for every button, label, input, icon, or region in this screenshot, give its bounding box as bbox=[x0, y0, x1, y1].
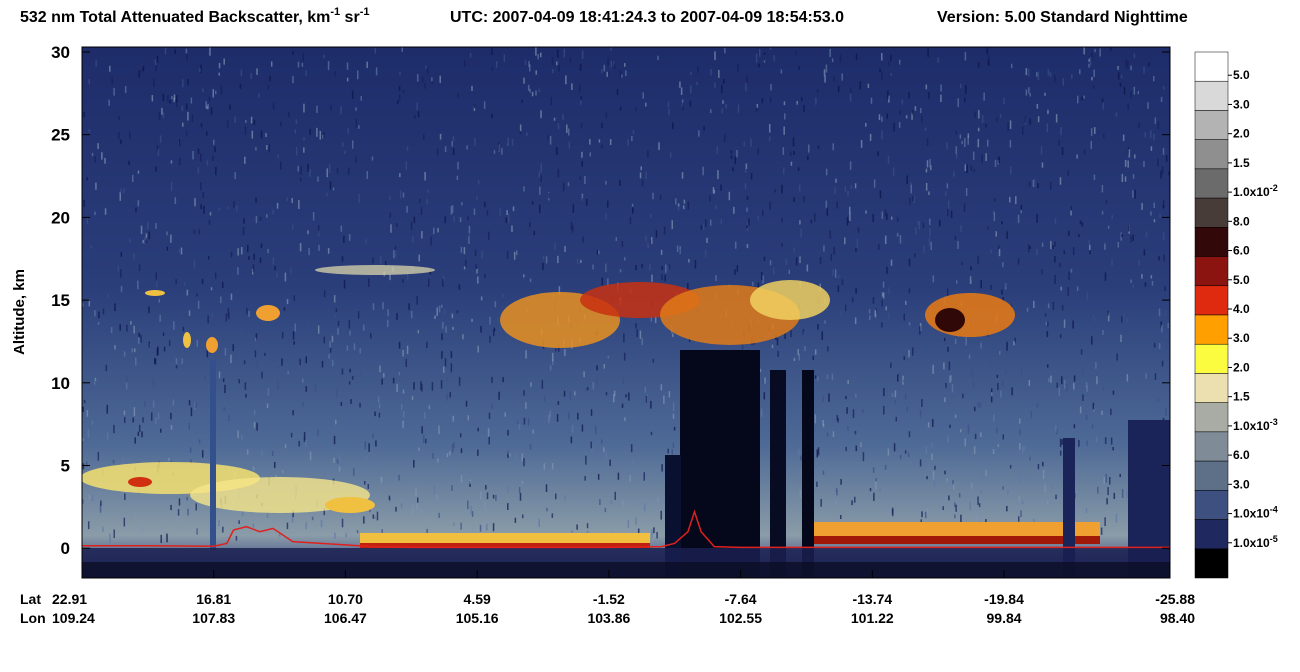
colorbar-label: 1.5 bbox=[1233, 390, 1250, 404]
colorbar-label-text: 1.5 bbox=[1233, 390, 1250, 404]
axes: 0 5 10 15 20 25 30 22.91 109.24 16.81 107.83 10.70 1… bbox=[51, 43, 1195, 626]
colorbar-swatch bbox=[1194, 80, 1229, 111]
colorbar-label: 6.0 bbox=[1233, 244, 1250, 258]
colorbar-swatch bbox=[1194, 343, 1229, 374]
lon-label: 99.84 bbox=[987, 610, 1022, 626]
lon-label: 102.55 bbox=[719, 610, 762, 626]
colorbar-swatch bbox=[1194, 197, 1229, 228]
lon-row-label: Lon bbox=[20, 610, 46, 626]
y-tick-label: 5 bbox=[61, 457, 70, 476]
colorbar-label: 5.0 bbox=[1233, 68, 1250, 82]
lat-label: 22.91 bbox=[52, 591, 87, 607]
colorbar-label-text: 4.0 bbox=[1233, 302, 1250, 316]
lat-row-label: Lat bbox=[20, 591, 41, 607]
colorbar-label-text: 1.0x10 bbox=[1233, 419, 1270, 433]
lon-label: 105.16 bbox=[456, 610, 499, 626]
colorbar-label: 1.0x10-2 bbox=[1233, 183, 1278, 199]
colorbar-label: 1.0x10-3 bbox=[1233, 417, 1278, 433]
clouds bbox=[82, 265, 1170, 578]
colorbar-label: 8.0 bbox=[1233, 214, 1250, 228]
colorbar-label-text: 1.0x10 bbox=[1233, 507, 1270, 521]
lon-label: 109.24 bbox=[52, 610, 95, 626]
colorbar-label-exponent: -3 bbox=[1270, 417, 1278, 427]
colorbar-swatch bbox=[1194, 139, 1229, 170]
lat-label: -7.64 bbox=[725, 591, 757, 607]
y-tick-label: 10 bbox=[51, 374, 70, 393]
colorbar-label: 4.0 bbox=[1233, 302, 1250, 316]
colorbar-swatch bbox=[1194, 256, 1229, 287]
version: Version: 5.00 Standard Nighttime bbox=[937, 9, 1188, 26]
colorbar-label: 3.0 bbox=[1233, 331, 1250, 345]
colorbar-swatch bbox=[1194, 110, 1229, 140]
colorbar-label-text: 5.0 bbox=[1233, 68, 1250, 82]
colorbar-label-text: 5.0 bbox=[1233, 273, 1250, 287]
lon-label: 107.83 bbox=[192, 610, 235, 626]
lat-label: -13.74 bbox=[852, 591, 892, 607]
colorbar-label-text: 6.0 bbox=[1233, 448, 1250, 462]
lat-label: 10.70 bbox=[328, 591, 363, 607]
lat-label: -25.88 bbox=[1155, 591, 1195, 607]
y-tick-label: 15 bbox=[51, 291, 70, 310]
plot-frame bbox=[81, 46, 1171, 579]
lon-label: 98.40 bbox=[1160, 610, 1195, 626]
lat-label: 16.81 bbox=[196, 591, 231, 607]
colorbar-swatch bbox=[1194, 548, 1229, 579]
colorbar-label-text: 6.0 bbox=[1233, 244, 1250, 258]
colorbar-label: 1.0x10-4 bbox=[1233, 505, 1278, 521]
y-tick-label: 20 bbox=[51, 208, 70, 227]
lat-label: -1.52 bbox=[593, 591, 625, 607]
colorbar-swatch bbox=[1194, 285, 1229, 316]
colorbar-label-text: 2.0 bbox=[1233, 127, 1250, 141]
colorbar-label: 3.0 bbox=[1233, 477, 1250, 491]
colorbar-swatch bbox=[1194, 402, 1229, 433]
lat-label: 4.59 bbox=[464, 591, 491, 607]
colorbar-swatch bbox=[1194, 51, 1229, 82]
colorbar-swatch bbox=[1194, 431, 1229, 462]
colorbar-label: 1.0x10-5 bbox=[1233, 534, 1278, 550]
chart-title: 532 nm Total Attenuated Backscatter, km-… bbox=[20, 6, 369, 26]
colorbar-swatch bbox=[1194, 519, 1229, 550]
colorbar-label-text: 1.0x10 bbox=[1233, 185, 1270, 199]
surface-line bbox=[82, 509, 1170, 549]
colorbar-label-exponent: -4 bbox=[1270, 505, 1278, 515]
colorbar-swatch bbox=[1194, 168, 1229, 199]
colorbar-label-exponent: -2 bbox=[1270, 183, 1278, 193]
lon-label: 101.22 bbox=[851, 610, 894, 626]
colorbar-swatch bbox=[1194, 373, 1229, 403]
lon-label: 106.47 bbox=[324, 610, 367, 626]
utc-range: UTC: 2007-04-09 18:41:24.3 to 2007-04-09… bbox=[450, 9, 844, 26]
colorbar-label: 2.0 bbox=[1233, 360, 1250, 374]
colorbar-swatch bbox=[1194, 460, 1229, 491]
y-tick-label: 0 bbox=[61, 539, 70, 558]
y-axis-label: Altitude, km bbox=[11, 269, 28, 355]
colorbar-label: 3.0 bbox=[1233, 97, 1250, 111]
colorbar-label: 6.0 bbox=[1233, 448, 1250, 462]
colorbar-label-text: 1.5 bbox=[1233, 156, 1250, 170]
colorbar-label-text: 2.0 bbox=[1233, 360, 1250, 374]
lat-label: -19.84 bbox=[984, 591, 1024, 607]
colorbar-label-text: 3.0 bbox=[1233, 97, 1250, 111]
colorbar-swatch bbox=[1194, 314, 1229, 345]
colorbar-label: 5.0 bbox=[1233, 273, 1250, 287]
lon-label: 103.86 bbox=[587, 610, 630, 626]
colorbar-label-text: 1.0x10 bbox=[1233, 536, 1270, 550]
colorbar-label-text: 3.0 bbox=[1233, 331, 1250, 345]
noise bbox=[82, 47, 1170, 544]
colorbar-label-exponent: -5 bbox=[1270, 534, 1278, 544]
y-tick-label: 25 bbox=[51, 126, 70, 145]
colorbar-label-text: 8.0 bbox=[1233, 214, 1250, 228]
plot-area bbox=[82, 47, 1170, 578]
y-tick-label: 30 bbox=[51, 43, 70, 62]
colorbar-label-text: 3.0 bbox=[1233, 477, 1250, 491]
colorbar-label: 1.5 bbox=[1233, 156, 1250, 170]
colorbar-swatch bbox=[1194, 227, 1229, 257]
colorbar-label: 2.0 bbox=[1233, 127, 1250, 141]
colorbar-swatch bbox=[1194, 490, 1229, 520]
